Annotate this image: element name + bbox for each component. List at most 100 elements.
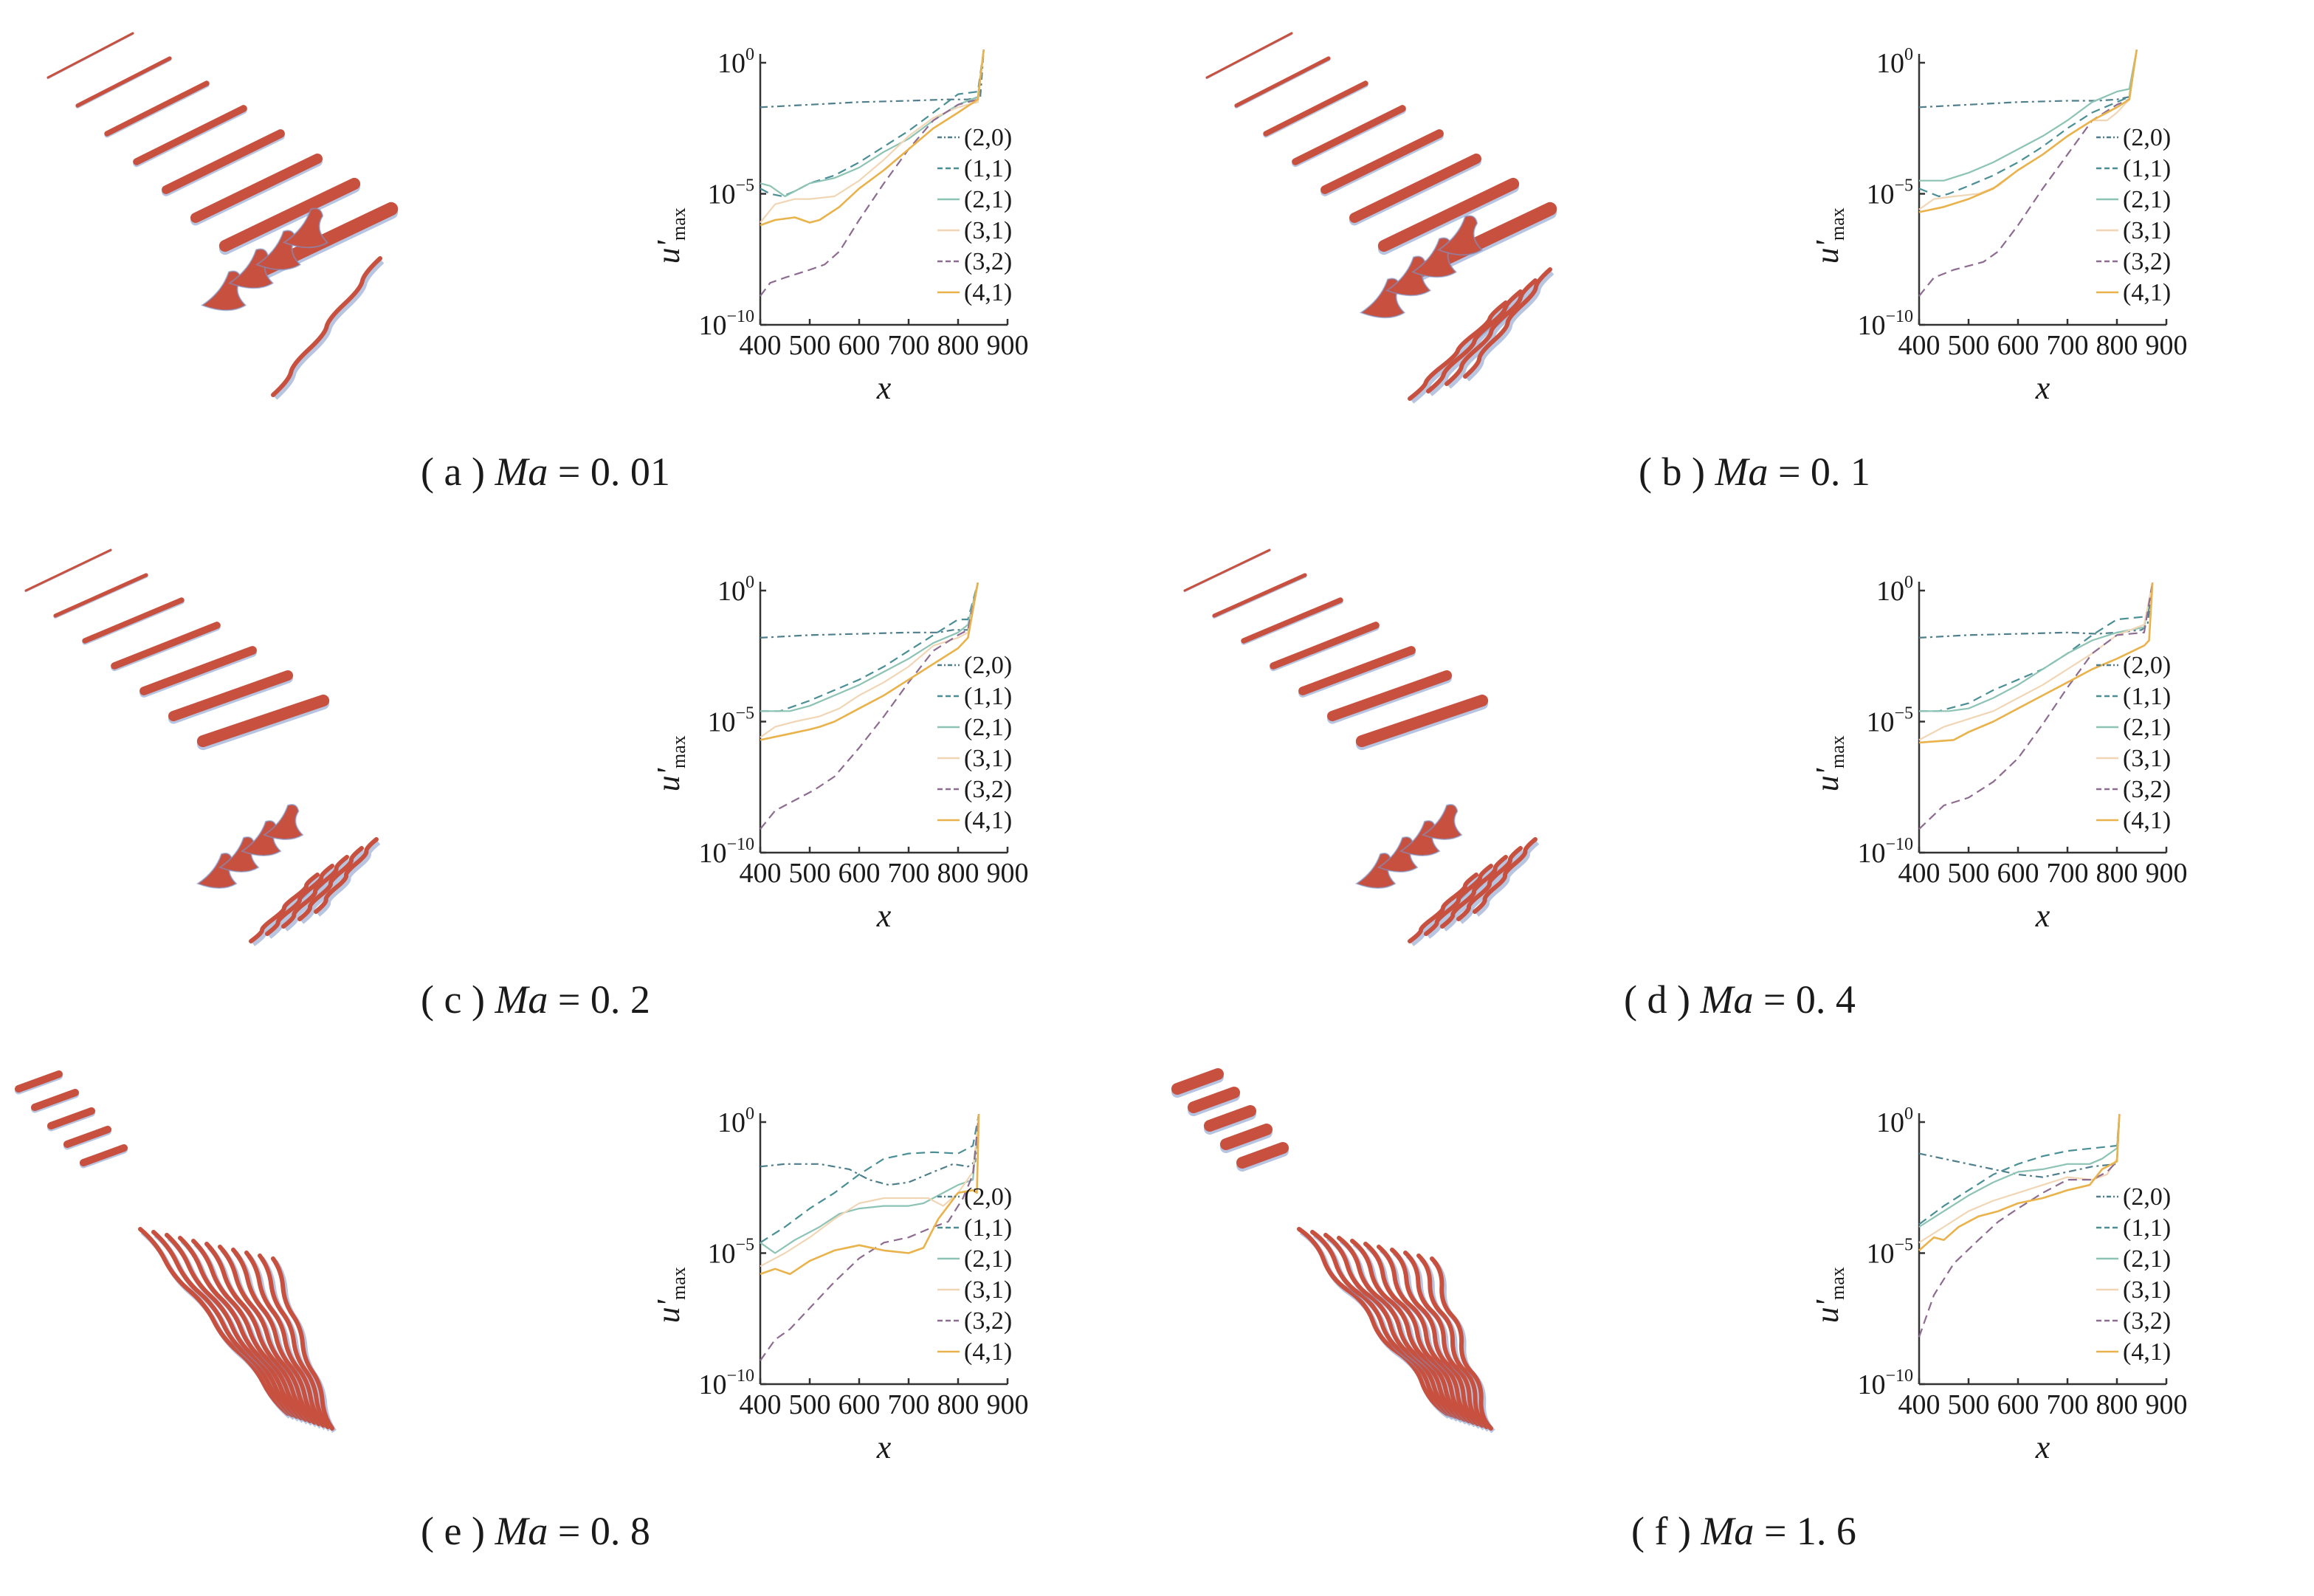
vortex-tube (1298, 646, 1416, 695)
series-line-41 (760, 582, 979, 741)
caption-label: ( d ) (1624, 977, 1690, 1022)
legend-label: (2,1) (2123, 186, 2171, 213)
vortex-strand (314, 837, 379, 914)
legend-label: (3,1) (2123, 1276, 2171, 1304)
vortex-tube (75, 56, 172, 108)
x-tick-label: 700 (888, 330, 930, 361)
panel-c: 400 500 600 700 800 900 100 10−5 10−10 x u'max (2,0… (0, 528, 1157, 1059)
legend-label: (2,1) (964, 186, 1012, 213)
vortex-tube (1183, 548, 1271, 592)
x-tick-label: 600 (1997, 858, 2039, 889)
legend-label: (2,0) (2123, 1183, 2171, 1211)
x-tick-label: 500 (789, 858, 831, 889)
vortex-visualization-f (1171, 1068, 1495, 1434)
vortex-tube (80, 1144, 128, 1166)
chart-b: 400 500 600 700 800 900 100 10−5 10−10 x u'max (2,0… (1808, 15, 2314, 443)
y-tick-label: 100 (717, 1104, 754, 1138)
x-tick-label: 900 (2146, 330, 2188, 361)
legend-label: (3,1) (964, 1276, 1012, 1304)
series-line-20 (1918, 49, 2138, 109)
legend-label: (3,1) (964, 745, 1012, 772)
legend-label: (3,2) (964, 1307, 1012, 1335)
caption-eq: = (548, 977, 590, 1022)
x-tick-label: 700 (888, 1389, 930, 1420)
y-tick-label: 10−5 (1866, 1236, 1913, 1270)
legend-label: (2,1) (964, 1245, 1012, 1273)
vortex-strand (231, 1248, 321, 1426)
legend-label: (3,2) (964, 776, 1012, 803)
vortex-tube (1241, 597, 1343, 644)
vortex-tube (104, 80, 210, 137)
vortex-tube (133, 105, 247, 165)
series-line-41 (1918, 49, 2138, 213)
y-axis-title: u'max (650, 207, 689, 264)
vortex-tube (82, 597, 185, 644)
legend-label: (3,2) (2123, 776, 2171, 803)
legend-label: (2,1) (964, 714, 1012, 741)
x-tick-label: 600 (839, 1389, 881, 1420)
x-tick-label: 900 (987, 330, 1029, 361)
x-tick-label: 700 (2047, 1389, 2089, 1420)
series-line-20 (760, 1114, 980, 1186)
panel-f: 400 500 600 700 800 900 100 10−5 10−10 x u'max (2,0… (1159, 1059, 2314, 1591)
series-line-21 (760, 1114, 980, 1254)
legend-label: (1,1) (2123, 683, 2171, 710)
legend-label: (4,1) (964, 279, 1012, 306)
series-line-31 (760, 49, 985, 224)
legend-label: (2,0) (964, 124, 1012, 151)
y-tick-label: 10−5 (1866, 176, 1913, 210)
vortex-hairpin (262, 804, 304, 840)
series-line-20 (1918, 582, 2154, 639)
series-line-21 (1918, 1114, 2121, 1228)
legend-label: (3,2) (2123, 248, 2171, 275)
legend-label: (3,2) (2123, 1307, 2171, 1335)
legend-label: (1,1) (2123, 1214, 2171, 1242)
caption-c: ( c ) Ma = 0. 2 (421, 980, 650, 1019)
vortex-strand (244, 1251, 326, 1428)
vortex-strand (1363, 1242, 1471, 1423)
x-axis-title: x (2035, 898, 2050, 934)
y-tick-label: 10−10 (1857, 307, 1913, 341)
y-tick-label: 10−10 (1857, 835, 1913, 869)
x-tick-label: 700 (2047, 330, 2089, 361)
chart-svg-f: 400 500 600 700 800 900 100 10−5 10−10 x u'max (2,0… (1809, 1104, 2188, 1465)
x-tick-label: 900 (987, 858, 1029, 889)
vortex-tube (15, 1070, 63, 1093)
x-tick-label: 400 (1898, 858, 1941, 889)
caption-ma-symbol: Ma (495, 450, 548, 494)
series-line-11 (1918, 49, 2138, 198)
vortex-strand (191, 1239, 308, 1422)
vortex-tube (1171, 1068, 1224, 1095)
y-tick-label: 10−10 (698, 835, 754, 869)
legend-label: (2,0) (2123, 124, 2171, 151)
caption-value: 0. 1 (1810, 450, 1870, 494)
x-tick-label: 600 (1997, 330, 2039, 361)
x-tick-label: 600 (1997, 1389, 2039, 1420)
x-tick-label: 500 (789, 330, 831, 361)
vortex-strand (1440, 855, 1508, 929)
x-axis-title: x (876, 898, 892, 934)
vortex-tube (218, 177, 361, 252)
vortex-tube (1270, 622, 1380, 670)
caption-ma-symbol: Ma (495, 977, 548, 1022)
vortex-tube (111, 622, 221, 670)
series-line-41 (760, 1114, 980, 1276)
series-line-21 (1919, 49, 2138, 182)
series-line-41 (1918, 1114, 2121, 1251)
vortex-strand (1444, 278, 1537, 386)
vortex-tube (140, 646, 257, 695)
caption-ma-symbol: Ma (1715, 450, 1769, 494)
chart-a: 400 500 600 700 800 900 100 10−5 10−10 x u'max (2,0… (650, 15, 1159, 443)
legend-label: (4,1) (2123, 807, 2171, 834)
panel-b: 400 500 600 700 800 900 100 10−5 10−10 x u'max (2,0… (1159, 0, 2314, 532)
x-axis-title: x (876, 370, 892, 406)
series-line-11 (1918, 1114, 2121, 1225)
vortex-strand (1456, 846, 1523, 921)
caption-label: ( e ) (421, 1509, 485, 1553)
vortex-tube (1188, 1087, 1240, 1113)
vortex-tube (1327, 670, 1452, 721)
x-tick-label: 500 (1948, 858, 1990, 889)
x-tick-label: 400 (740, 858, 782, 889)
vortex-tube (196, 694, 330, 748)
y-tick-label: 100 (1876, 45, 1913, 79)
